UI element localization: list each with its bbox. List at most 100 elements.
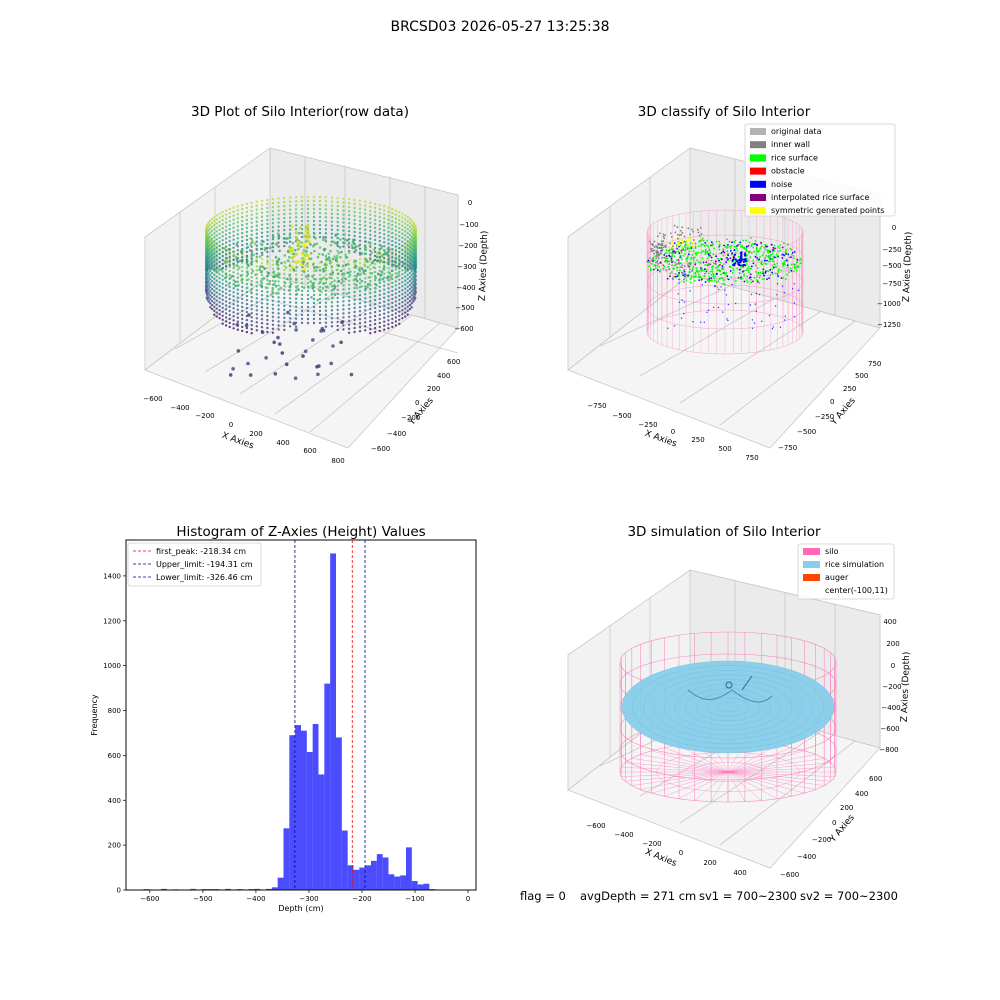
data-point: [312, 321, 316, 325]
data-point: [404, 230, 407, 233]
data-point: [731, 241, 733, 244]
data-point: [213, 224, 216, 227]
data-point: [280, 351, 285, 355]
data-point: [728, 240, 731, 243]
data-point: [311, 263, 315, 266]
data-point: [677, 237, 680, 240]
data-point: [398, 298, 401, 301]
data-point: [671, 242, 673, 245]
data-point: [702, 250, 705, 253]
data-point: [318, 223, 322, 227]
data-point: [300, 269, 304, 273]
data-point: [255, 204, 258, 207]
data-point: [277, 308, 280, 311]
data-point: [250, 320, 253, 323]
data-point: [683, 235, 686, 238]
data-point: [675, 266, 678, 269]
data-point: [779, 326, 782, 328]
data-point: [394, 209, 398, 212]
data-point: [218, 313, 221, 316]
data-point: [328, 261, 332, 265]
y-tick-label: 600: [869, 775, 882, 783]
data-point: [330, 232, 334, 235]
data-point: [236, 308, 239, 311]
data-point: [294, 281, 298, 284]
x-tick-label: 200: [703, 859, 716, 867]
data-point: [700, 239, 703, 241]
z-tick-label: −750: [882, 280, 901, 288]
data-point: [206, 298, 209, 301]
data-point: [209, 270, 212, 273]
data-point: [650, 243, 652, 245]
data-point: [218, 297, 221, 300]
data-point: [792, 288, 794, 290]
data-point: [369, 316, 372, 319]
data-point: [743, 273, 745, 276]
silo-floor-ring: [692, 761, 764, 783]
data-point: [260, 322, 264, 325]
data-point: [224, 280, 228, 283]
y-axis-label: Y Axies: [828, 813, 857, 845]
data-point: [785, 252, 787, 255]
data-point: [306, 321, 310, 325]
data-point: [336, 212, 339, 216]
data-point: [332, 240, 336, 244]
data-point: [305, 237, 309, 241]
data-point: [702, 261, 705, 264]
data-point: [236, 253, 239, 256]
data-point: [772, 260, 775, 263]
data-point: [236, 268, 239, 271]
data-point: [656, 264, 659, 267]
data-point: [260, 262, 264, 265]
data-point: [745, 269, 748, 272]
data-point: [669, 246, 672, 249]
data-point: [218, 228, 221, 231]
data-point: [266, 278, 269, 282]
data-point: [241, 211, 244, 215]
data-point: [316, 255, 320, 259]
data-point: [410, 255, 413, 258]
data-point: [667, 265, 670, 268]
data-point: [690, 275, 693, 278]
data-point: [241, 203, 244, 207]
data-point: [401, 236, 404, 239]
data-point: [729, 250, 732, 252]
data-point: [729, 270, 732, 272]
data-point: [383, 229, 386, 232]
data-point: [716, 269, 719, 272]
data-point: [245, 210, 249, 214]
data-point: [255, 212, 258, 215]
data-point: [250, 205, 253, 208]
data-point: [312, 223, 316, 227]
data-point: [706, 244, 708, 247]
data-point: [401, 240, 404, 243]
data-point: [221, 302, 224, 305]
data-point: [775, 266, 777, 269]
data-point: [295, 292, 299, 296]
data-point: [238, 266, 241, 270]
data-point: [235, 258, 239, 262]
data-point: [651, 249, 654, 252]
data-point: [277, 292, 280, 295]
data-point: [750, 278, 752, 281]
data-point: [694, 247, 697, 250]
data-point: [272, 275, 276, 279]
data-point: [342, 237, 345, 240]
data-point: [353, 326, 356, 330]
data-point: [413, 286, 416, 289]
data-point: [250, 276, 253, 279]
data-point: [412, 253, 415, 256]
data-point: [391, 207, 394, 211]
data-point: [683, 269, 685, 272]
data-point: [347, 279, 351, 282]
data-point: [255, 247, 258, 251]
data-point: [404, 307, 407, 310]
data-point: [746, 275, 749, 278]
data-point: [349, 270, 352, 273]
data-point: [205, 237, 208, 240]
data-point: [288, 305, 292, 308]
data-point: [793, 265, 796, 268]
data-point: [245, 302, 249, 306]
data-point: [410, 278, 413, 281]
data-point: [300, 281, 304, 285]
